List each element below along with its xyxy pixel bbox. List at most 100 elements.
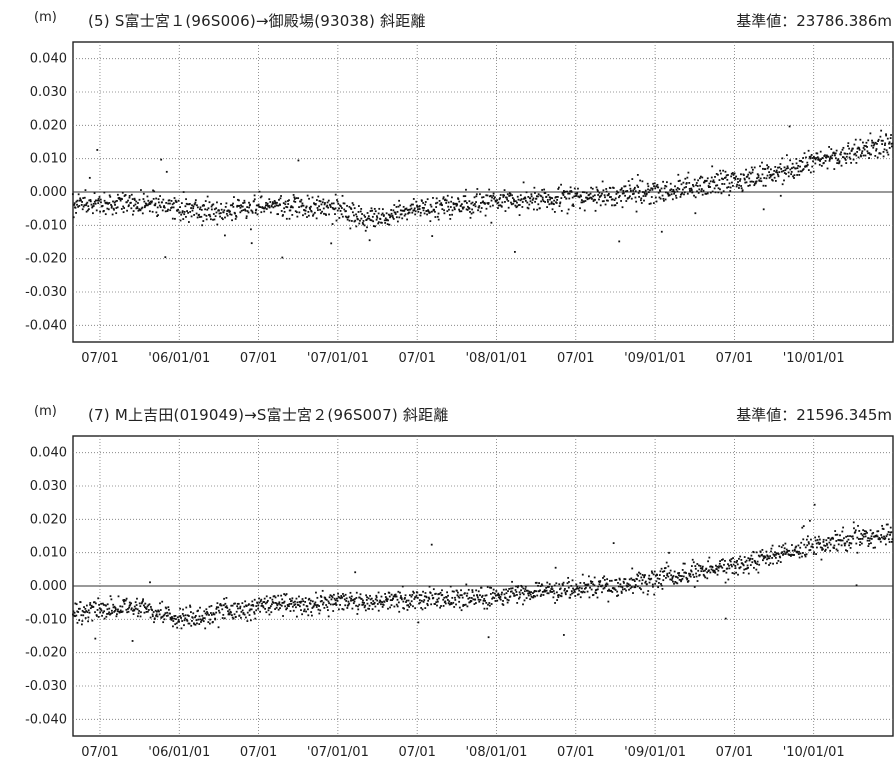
data-point bbox=[134, 601, 137, 604]
data-point bbox=[617, 594, 620, 597]
x-tick-label: '09/01/01 bbox=[624, 351, 686, 366]
data-point bbox=[595, 588, 598, 591]
data-point bbox=[193, 623, 196, 626]
data-point bbox=[659, 190, 662, 193]
data-point bbox=[514, 589, 517, 591]
data-point bbox=[701, 193, 704, 196]
data-point bbox=[101, 204, 104, 207]
data-point bbox=[574, 588, 577, 591]
data-point bbox=[579, 582, 582, 584]
data-point bbox=[508, 588, 511, 590]
data-point bbox=[123, 602, 126, 605]
data-point bbox=[812, 546, 814, 549]
data-point bbox=[291, 206, 294, 209]
data-point bbox=[694, 196, 697, 199]
data-point bbox=[789, 168, 792, 171]
data-point bbox=[406, 209, 409, 211]
data-point bbox=[157, 201, 160, 204]
data-point bbox=[186, 614, 189, 617]
data-point bbox=[675, 194, 677, 197]
data-point bbox=[251, 600, 254, 603]
data-point bbox=[375, 218, 378, 221]
data-point bbox=[498, 198, 501, 201]
data-point bbox=[307, 608, 309, 611]
data-point bbox=[820, 164, 823, 167]
data-point bbox=[108, 202, 111, 204]
data-point bbox=[575, 583, 578, 586]
data-point bbox=[204, 208, 207, 211]
data-point bbox=[546, 592, 549, 595]
data-point bbox=[699, 565, 702, 567]
data-point bbox=[730, 563, 732, 566]
data-point bbox=[658, 196, 661, 199]
data-point bbox=[510, 587, 512, 590]
data-point bbox=[797, 544, 800, 547]
data-point bbox=[166, 614, 169, 617]
data-point bbox=[488, 604, 491, 607]
data-point bbox=[640, 202, 643, 204]
data-point bbox=[443, 209, 445, 212]
data-point bbox=[281, 215, 284, 217]
data-point bbox=[146, 605, 149, 608]
data-point bbox=[774, 165, 777, 168]
data-point bbox=[880, 129, 883, 132]
data-point bbox=[563, 589, 566, 592]
data-point bbox=[749, 180, 752, 183]
data-point bbox=[434, 216, 437, 218]
data-point bbox=[535, 197, 538, 200]
data-point bbox=[184, 614, 187, 617]
data-point bbox=[549, 198, 551, 201]
data-point bbox=[693, 576, 696, 578]
data-point bbox=[750, 180, 753, 183]
data-point bbox=[151, 613, 154, 616]
data-point bbox=[748, 184, 751, 187]
data-point bbox=[681, 191, 684, 194]
data-point bbox=[136, 615, 139, 618]
data-point bbox=[482, 602, 484, 605]
data-point bbox=[622, 192, 625, 195]
data-point bbox=[87, 609, 90, 612]
data-point bbox=[572, 205, 575, 208]
data-point bbox=[804, 546, 807, 549]
data-point bbox=[769, 562, 772, 565]
data-point bbox=[834, 533, 837, 536]
data-point bbox=[178, 615, 181, 618]
data-point bbox=[865, 530, 868, 533]
data-point bbox=[778, 171, 781, 174]
data-point bbox=[732, 184, 734, 187]
data-point bbox=[534, 200, 537, 203]
data-point bbox=[628, 196, 631, 199]
data-point bbox=[87, 205, 90, 208]
data-point bbox=[708, 182, 711, 185]
data-point bbox=[181, 613, 184, 615]
data-point bbox=[261, 206, 264, 208]
data-point bbox=[689, 575, 692, 578]
data-point bbox=[353, 207, 356, 210]
data-point bbox=[249, 203, 251, 206]
data-point bbox=[437, 593, 440, 596]
data-point bbox=[722, 558, 724, 561]
data-point bbox=[152, 197, 155, 200]
data-point bbox=[384, 217, 387, 220]
data-point bbox=[408, 606, 411, 608]
data-point bbox=[137, 612, 140, 615]
y-tick-label: 0.040 bbox=[30, 446, 67, 461]
data-point bbox=[230, 611, 232, 614]
data-point bbox=[631, 567, 634, 570]
data-point bbox=[470, 597, 473, 599]
data-point bbox=[445, 202, 448, 204]
data-point bbox=[817, 157, 820, 160]
data-point bbox=[74, 602, 77, 605]
data-point bbox=[128, 604, 131, 607]
data-point bbox=[610, 196, 612, 198]
data-point bbox=[738, 187, 740, 189]
data-point bbox=[465, 208, 468, 211]
data-point bbox=[624, 578, 627, 581]
data-point bbox=[274, 205, 276, 208]
data-point bbox=[671, 577, 674, 580]
data-point bbox=[183, 213, 186, 216]
data-point bbox=[881, 139, 884, 142]
data-point bbox=[169, 202, 171, 205]
data-point bbox=[404, 594, 407, 597]
data-point bbox=[412, 203, 414, 206]
